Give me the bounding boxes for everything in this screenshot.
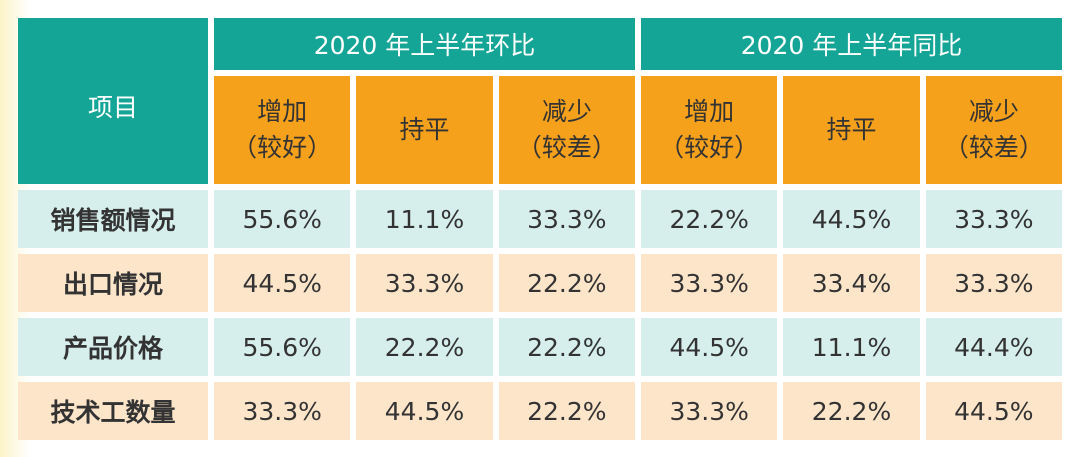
table-cell: 44.5% — [925, 382, 1062, 440]
sub-header: 减少 （较差） — [498, 76, 635, 184]
sub-header: 增加 （较好） — [214, 76, 351, 184]
table-cell: 22.2% — [783, 382, 920, 440]
table-cell: 22.2% — [498, 254, 635, 312]
table-cell: 11.1% — [356, 190, 493, 248]
table-cell: 22.2% — [640, 190, 778, 248]
sub-header-line: 减少 — [541, 97, 592, 126]
table-cell: 33.3% — [925, 190, 1062, 248]
table-cell: 33.3% — [498, 190, 635, 248]
table-cell: 33.3% — [214, 382, 351, 440]
group-header: 2020 年上半年环比 — [214, 18, 635, 70]
table-cell: 33.3% — [925, 254, 1062, 312]
sub-header-line: （较好） — [232, 133, 333, 162]
table-cell: 55.6% — [214, 190, 351, 248]
group-header: 2020 年上半年同比 — [640, 18, 1062, 70]
table-cell: 44.5% — [214, 254, 351, 312]
row-label: 技术工数量 — [18, 382, 208, 440]
sub-header-line: 持平 — [399, 115, 450, 144]
sub-header-line: 增加 — [684, 97, 735, 126]
table-cell: 11.1% — [783, 318, 920, 376]
table-cell: 33.3% — [640, 254, 778, 312]
sub-header-line: 减少 — [968, 97, 1019, 126]
table-cell: 44.4% — [925, 318, 1062, 376]
row-label: 产品价格 — [18, 318, 208, 376]
table-cell: 33.4% — [783, 254, 920, 312]
table: 项目 2020 年上半年环比 2020 年上半年同比增加 （较好） 持平 减少 （较差） 增加… — [18, 18, 1062, 440]
table-cell: 55.6% — [214, 318, 351, 376]
table-cell: 22.2% — [498, 318, 635, 376]
sub-header-line: （较差） — [516, 133, 617, 162]
table-cell: 44.5% — [640, 318, 778, 376]
sub-header: 持平 — [783, 76, 920, 184]
sub-header: 减少 （较差） — [925, 76, 1062, 184]
row-label: 销售额情况 — [18, 190, 208, 248]
table-cell: 22.2% — [356, 318, 493, 376]
table-cell: 33.3% — [356, 254, 493, 312]
item-header: 项目 — [18, 18, 208, 184]
sub-header-line: 持平 — [826, 115, 877, 144]
table-cell: 22.2% — [498, 382, 635, 440]
sub-header: 增加 （较好） — [640, 76, 778, 184]
table-cell: 44.5% — [783, 190, 920, 248]
row-label: 出口情况 — [18, 254, 208, 312]
table-cell: 33.3% — [640, 382, 778, 440]
table-cell: 44.5% — [356, 382, 493, 440]
sub-header-line: （较好） — [659, 133, 760, 162]
sub-header-line: 增加 — [257, 97, 308, 126]
sub-header-line: （较差） — [943, 133, 1044, 162]
sub-header: 持平 — [356, 76, 493, 184]
